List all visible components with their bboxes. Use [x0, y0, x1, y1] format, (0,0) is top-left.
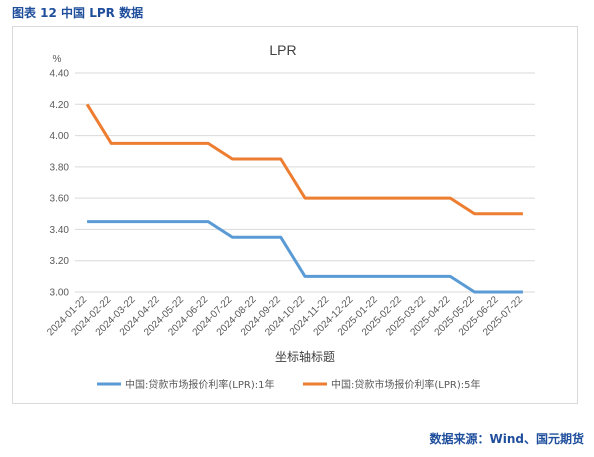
legend: 中国:贷款市场报价利率(LPR):1年 中国:贷款市场报价利率(LPR):5年: [97, 378, 480, 391]
y-tick-label: 4.40: [50, 69, 70, 80]
x-tick-labels: 2024-01-222024-02-222024-03-222024-04-22…: [45, 294, 525, 338]
y-tick-label: 3.00: [50, 288, 70, 299]
series-line-1: [87, 220, 523, 294]
chart-frame: LPR % 4.40 4.20 4.00 3.80 3.60 3.40 3.20 3.00 2…: [12, 26, 578, 404]
lpr-line-chart: LPR % 4.40 4.20 4.00 3.80 3.60 3.40 3.20 3.00 2…: [45, 42, 535, 391]
series-2: [85, 103, 523, 216]
grid-layer: [75, 72, 535, 293]
legend-item-2: 中国:贷款市场报价利率(LPR):5年: [303, 378, 480, 391]
y-tick-label: 3.20: [50, 256, 70, 267]
chart-title: LPR: [269, 42, 296, 58]
y-tick-label: 4.20: [50, 100, 70, 111]
y-tick-label: 4.00: [50, 131, 70, 142]
x-axis-title: 坐标轴标题: [275, 349, 335, 364]
figure-caption: 图表 12 中国 LPR 数据: [12, 6, 144, 20]
legend-label: 中国:贷款市场报价利率(LPR):1年: [125, 378, 274, 391]
series-line-2: [85, 103, 523, 216]
y-tick-label: 3.80: [50, 162, 70, 173]
y-tick-labels: 4.40 4.20 4.00 3.80 3.60 3.40 3.20 3.00: [50, 69, 70, 299]
series-layer: [85, 103, 523, 294]
y-tick-label: 3.60: [50, 194, 70, 205]
y-tick-label: 3.40: [50, 225, 70, 236]
legend-label: 中国:贷款市场报价利率(LPR):5年: [331, 378, 480, 391]
series-1: [87, 220, 523, 294]
legend-item-1: 中国:贷款市场报价利率(LPR):1年: [97, 378, 274, 391]
y-axis-unit: %: [53, 54, 62, 65]
data-source-note: 数据来源：Wind、国元期货: [429, 432, 584, 446]
